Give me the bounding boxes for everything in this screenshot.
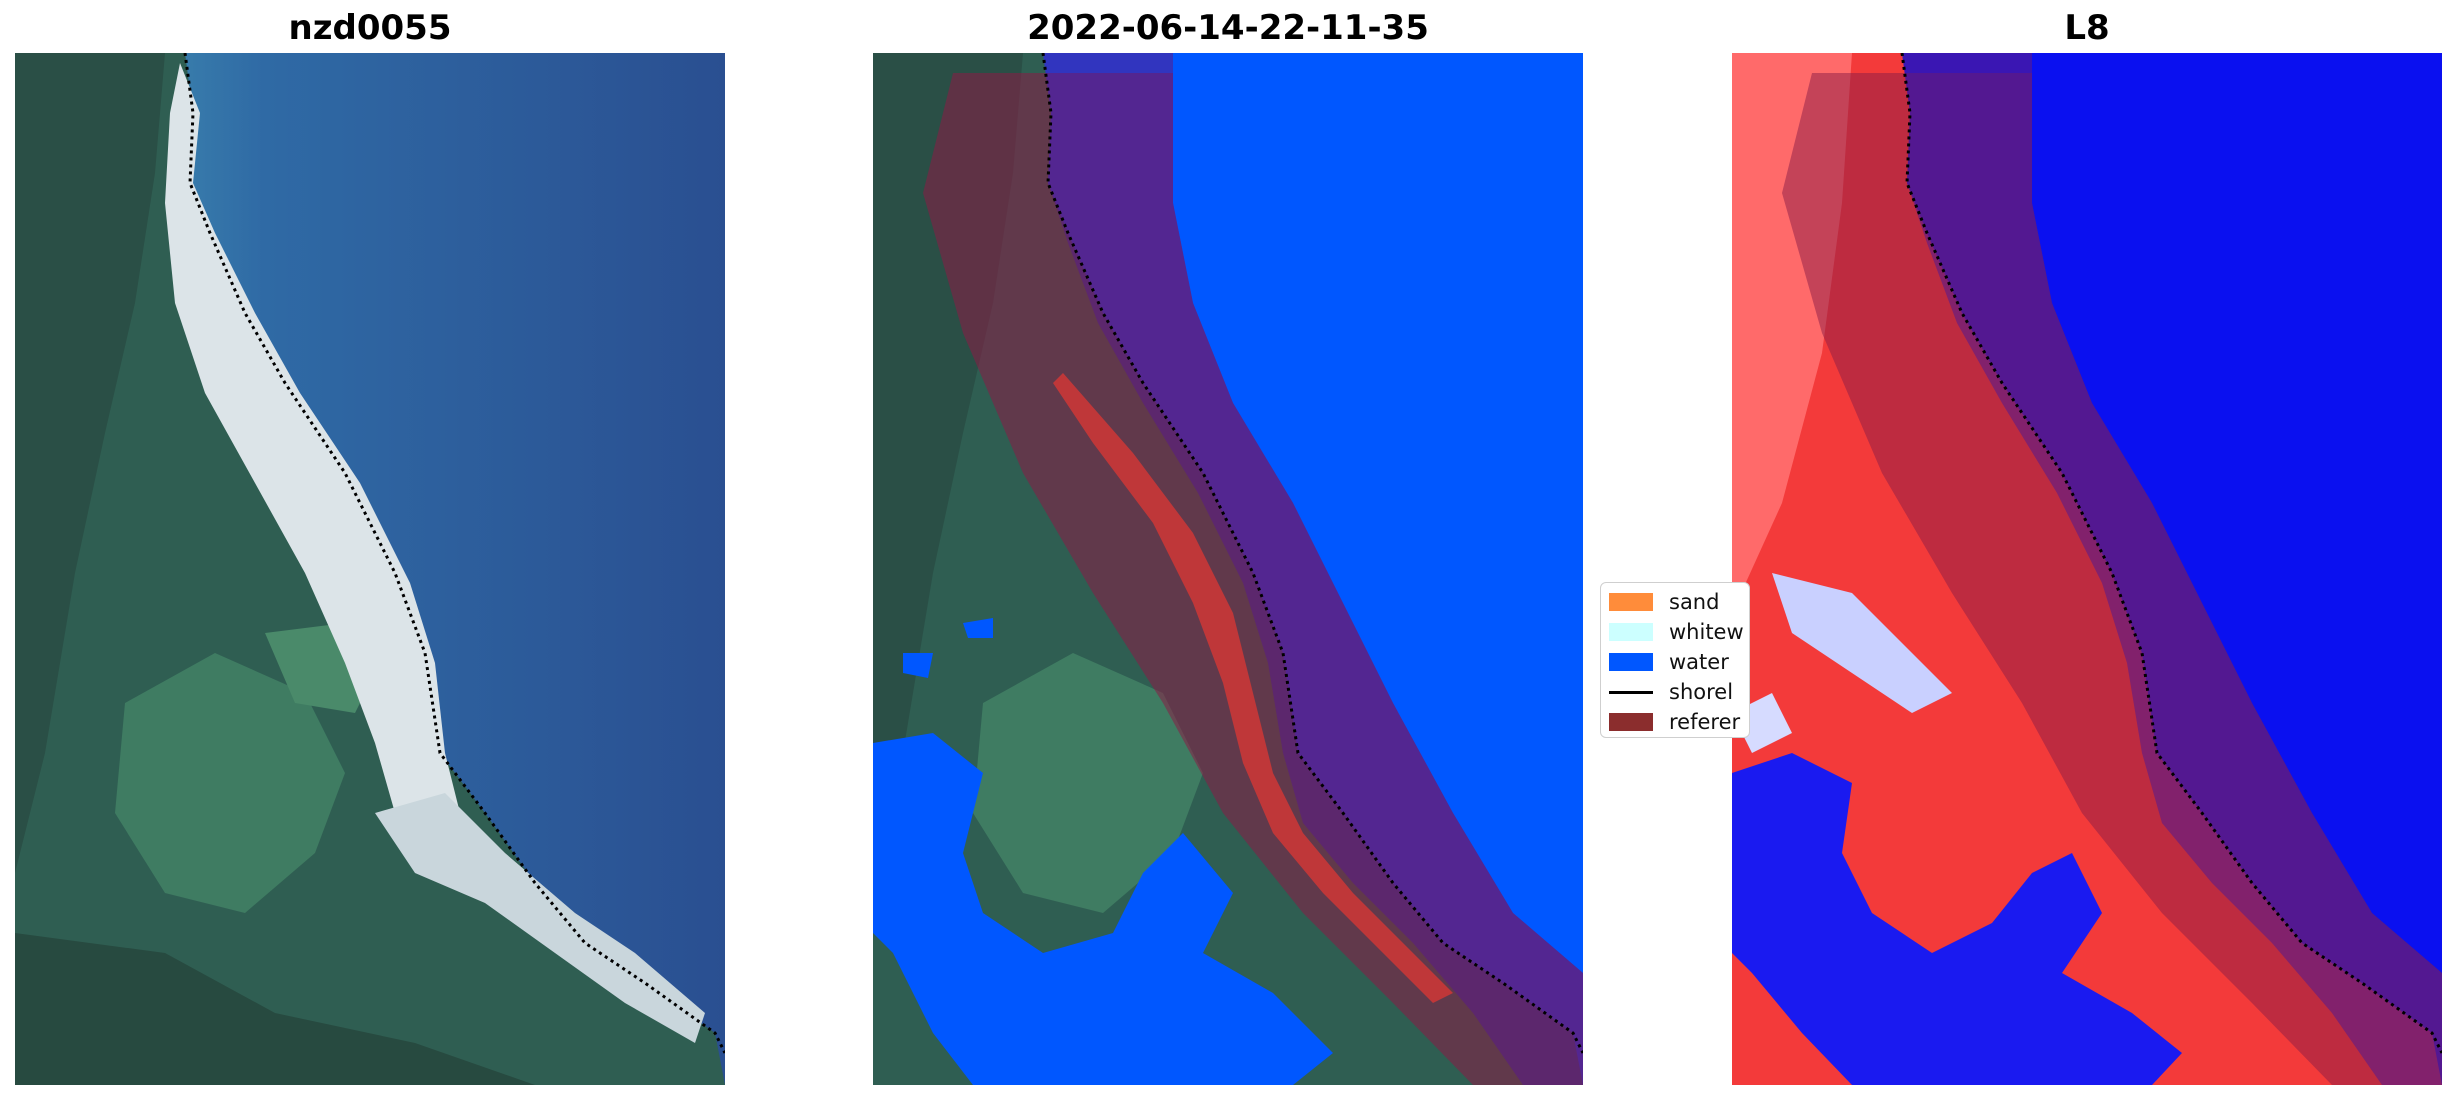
rgb-satellite-image [15,53,725,1085]
panel-title-rgb: nzd0055 [288,8,452,48]
index-image [1732,53,2442,1085]
legend-item-whitewater: whitew [1609,617,1744,647]
legend-item-sand: sand [1609,587,1719,617]
legend-swatch-whitewater [1609,623,1653,641]
legend-label-reference: referer [1669,710,1741,734]
legend-label-shoreline: shorel [1669,680,1734,704]
legend-item-reference: referer [1609,707,1740,737]
panel-title-classified: 2022-06-14-22-11-35 [1027,8,1429,48]
rgb-image-canvas [15,53,725,1085]
legend: sand whitew water shorel referer [1600,582,1750,738]
legend-label-sand: sand [1669,590,1720,614]
legend-swatch-reference [1609,713,1653,731]
legend-swatch-sand [1609,593,1653,611]
legend-line-shoreline [1609,690,1653,694]
index-image-canvas [1732,53,2442,1085]
legend-swatch-water [1609,653,1653,671]
legend-item-shoreline: shorel [1609,677,1733,707]
panel-title-index: L8 [2064,8,2110,48]
legend-item-water: water [1609,647,1729,677]
classified-image [873,53,1583,1085]
legend-label-whitewater: whitew [1669,620,1744,644]
legend-label-water: water [1669,650,1729,674]
classified-image-canvas [873,53,1583,1085]
